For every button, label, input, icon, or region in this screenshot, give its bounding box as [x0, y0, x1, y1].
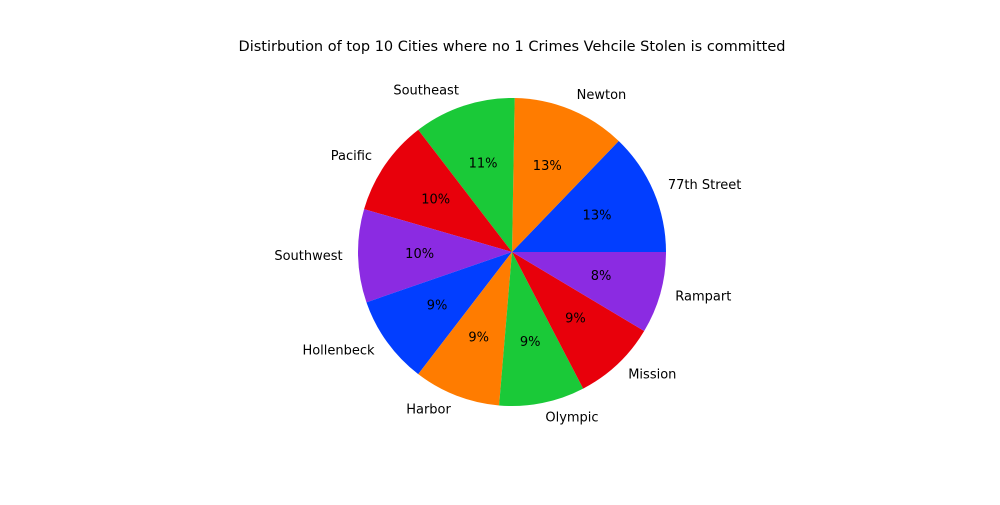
slice-label-harbor: Harbor [406, 402, 451, 417]
pie-slice-harbor [418, 252, 512, 406]
slice-label-mission: Mission [628, 368, 676, 383]
pie-slice-southeast [418, 98, 515, 252]
slice-label-rampart: Rampart [675, 290, 731, 305]
pie-slice-pacific [364, 129, 512, 252]
pie-slice-southwest [358, 209, 512, 303]
pie-labels: 77th Street 13% Newton 13% Southeast 11% Pacif… [274, 84, 741, 426]
pct-label-newton: 13% [533, 159, 562, 174]
slice-label-olympic: Olympic [545, 411, 598, 426]
pct-label-77th-street: 13% [583, 208, 612, 223]
pct-label-pacific: 10% [421, 192, 450, 207]
pie-slice-hollenbeck [366, 252, 512, 375]
pie-slice-77th-street [512, 140, 666, 252]
pct-label-southeast: 11% [469, 157, 498, 172]
pie-slice-olympic [499, 252, 584, 407]
pct-label-rampart: 8% [591, 269, 612, 284]
pie-slices [358, 98, 666, 407]
slice-label-77th-street: 77th Street [668, 178, 742, 193]
slice-label-newton: Newton [577, 88, 627, 103]
pct-label-mission: 9% [565, 312, 586, 327]
pie-slice-newton [512, 98, 619, 252]
slice-label-southeast: Southeast [393, 84, 459, 99]
slice-label-pacific: Pacific [331, 149, 372, 164]
pct-label-olympic: 9% [520, 335, 541, 350]
pie-slice-rampart [512, 252, 666, 332]
pct-label-hollenbeck: 9% [427, 299, 448, 314]
pct-label-southwest: 10% [405, 247, 434, 262]
slice-label-southwest: Southwest [274, 249, 342, 264]
pie-slice-mission [512, 252, 645, 389]
pct-label-harbor: 9% [468, 331, 489, 346]
chart-title: Distirbution of top 10 Cities where no 1… [239, 39, 786, 55]
slice-label-hollenbeck: Hollenbeck [302, 344, 375, 359]
